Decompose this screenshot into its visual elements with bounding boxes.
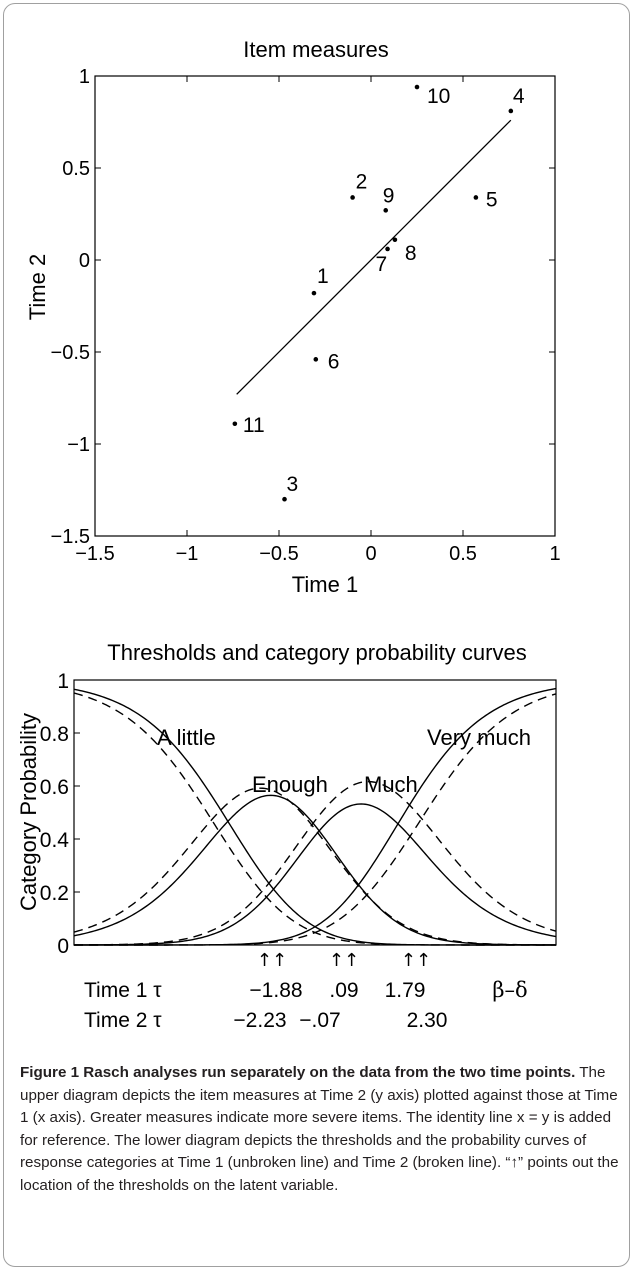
scatter-point bbox=[311, 290, 317, 296]
category-label-a-little: A little bbox=[157, 725, 216, 750]
scatter-point bbox=[232, 421, 238, 427]
scatter-y-tick-label: −1 bbox=[67, 434, 90, 456]
scatter-y-tick-label: −1.5 bbox=[51, 526, 90, 548]
item-measures-chart: Item measures −1.5 −1 −0.5 0 0.5 1 −1.5 −1 −0.5… bbox=[25, 37, 561, 597]
scatter-x-tick-label: 1 bbox=[549, 543, 560, 565]
category-label-much: Much bbox=[364, 772, 418, 797]
scatter-x-tick-label: −0.5 bbox=[259, 543, 298, 565]
curves-y-tick-label: 1 bbox=[57, 670, 69, 693]
time1-curve-2 bbox=[73, 794, 557, 946]
curves-y-tick-label: 0.2 bbox=[40, 882, 69, 905]
identity-line bbox=[236, 119, 512, 395]
scatter-x-tick-label: 0.5 bbox=[449, 543, 477, 565]
time2-curve-2 bbox=[73, 787, 557, 946]
scatter-point bbox=[392, 237, 398, 243]
category-label-enough: Enough bbox=[252, 772, 328, 797]
time2-threshold-3: 2.30 bbox=[407, 1009, 448, 1032]
curves-y-tick-label: 0.8 bbox=[40, 723, 69, 746]
curves-plot-area bbox=[73, 679, 557, 946]
scatter-point-label: 2 bbox=[356, 170, 368, 193]
time2-curve-3 bbox=[74, 780, 557, 946]
caption-title: Figure 1 Rasch analyses run separately o… bbox=[20, 1064, 576, 1081]
time1-threshold-2: .09 bbox=[329, 979, 358, 1002]
scatter-plot-area bbox=[94, 75, 556, 537]
scatter-point bbox=[385, 246, 390, 252]
threshold-arrows-3: ↑↑ bbox=[401, 950, 431, 971]
scatter-y-tick-label: 0 bbox=[79, 250, 90, 272]
scatter-y-tick-label: −0.5 bbox=[51, 342, 90, 364]
scatter-point-label: 5 bbox=[486, 188, 498, 211]
scatter-point-label: 10 bbox=[427, 85, 450, 108]
time2-row-label: Time 2 τ bbox=[84, 1009, 162, 1032]
time1-threshold-3: 1.79 bbox=[385, 979, 426, 1002]
scatter-point-label: 3 bbox=[287, 473, 299, 496]
scatter-x-tick-label: 0 bbox=[365, 543, 376, 565]
scatter-point-label: 11 bbox=[243, 414, 265, 437]
scatter-y-tick-label: 1 bbox=[79, 66, 90, 88]
curves-y-axis-label: Category Probability bbox=[16, 713, 41, 911]
figure-caption: Figure 1 Rasch analyses run separately o… bbox=[20, 1062, 620, 1197]
scatter-point-label: 1 bbox=[317, 265, 329, 288]
scatter-x-axis-label: Time 1 bbox=[292, 572, 358, 597]
scatter-point bbox=[473, 195, 479, 200]
scatter-title: Item measures bbox=[243, 37, 389, 62]
threshold-arrows-1: ↑↑ bbox=[257, 950, 287, 971]
scatter-point-label: 4 bbox=[513, 85, 525, 108]
category-label-very-much: Very much bbox=[427, 725, 531, 750]
time2-threshold-1: −2.23 bbox=[233, 1009, 286, 1032]
scatter-point-label: 7 bbox=[376, 253, 388, 276]
scatter-point bbox=[383, 208, 389, 213]
scatter-x-ticks: −1.5 −1 −0.5 0 0.5 1 bbox=[75, 76, 561, 565]
axis-note: β–δ bbox=[492, 978, 527, 1002]
scatter-y-axis-label: Time 2 bbox=[25, 254, 50, 320]
scatter-point-label: 8 bbox=[405, 242, 417, 265]
figure-frame bbox=[3, 3, 630, 1267]
curves-y-tick-label: 0.4 bbox=[40, 829, 70, 852]
curves-title: Thresholds and category probability curv… bbox=[107, 640, 526, 665]
scatter-point bbox=[414, 84, 420, 90]
threshold-curves-chart: Thresholds and category probability curv… bbox=[16, 640, 557, 1032]
scatter-point bbox=[350, 195, 355, 200]
time1-threshold-1: −1.88 bbox=[249, 979, 302, 1002]
caption-body: The upper diagram depicts the item measu… bbox=[20, 1064, 619, 1194]
curves-y-tick-label: 0.6 bbox=[40, 776, 69, 799]
scatter-point bbox=[508, 108, 514, 114]
scatter-points: 1 2 3 4 5 6 7 8 9 10 11 bbox=[232, 84, 525, 502]
scatter-x-tick-label: −1.5 bbox=[75, 543, 114, 565]
scatter-x-tick-label: −1 bbox=[176, 543, 199, 565]
curves-y-ticks: 0 0.2 0.4 0.6 0.8 1 bbox=[40, 670, 80, 958]
scatter-point bbox=[313, 357, 319, 362]
figure-charts: Item measures −1.5 −1 −0.5 0 0.5 1 −1.5 −1 −0.5… bbox=[16, 37, 561, 1032]
threshold-arrows-2: ↑↑ bbox=[329, 950, 359, 971]
scatter-y-tick-label: 0.5 bbox=[62, 158, 90, 180]
curves-y-tick-label: 0 bbox=[57, 935, 69, 958]
time1-row-label: Time 1 τ bbox=[84, 979, 162, 1002]
scatter-point-label: 6 bbox=[328, 350, 340, 373]
scatter-point-label: 9 bbox=[383, 184, 395, 207]
time2-threshold-2: −.07 bbox=[299, 1009, 340, 1032]
scatter-y-ticks: −1.5 −1 −0.5 0 0.5 1 bbox=[51, 66, 555, 548]
scatter-point bbox=[282, 496, 287, 502]
